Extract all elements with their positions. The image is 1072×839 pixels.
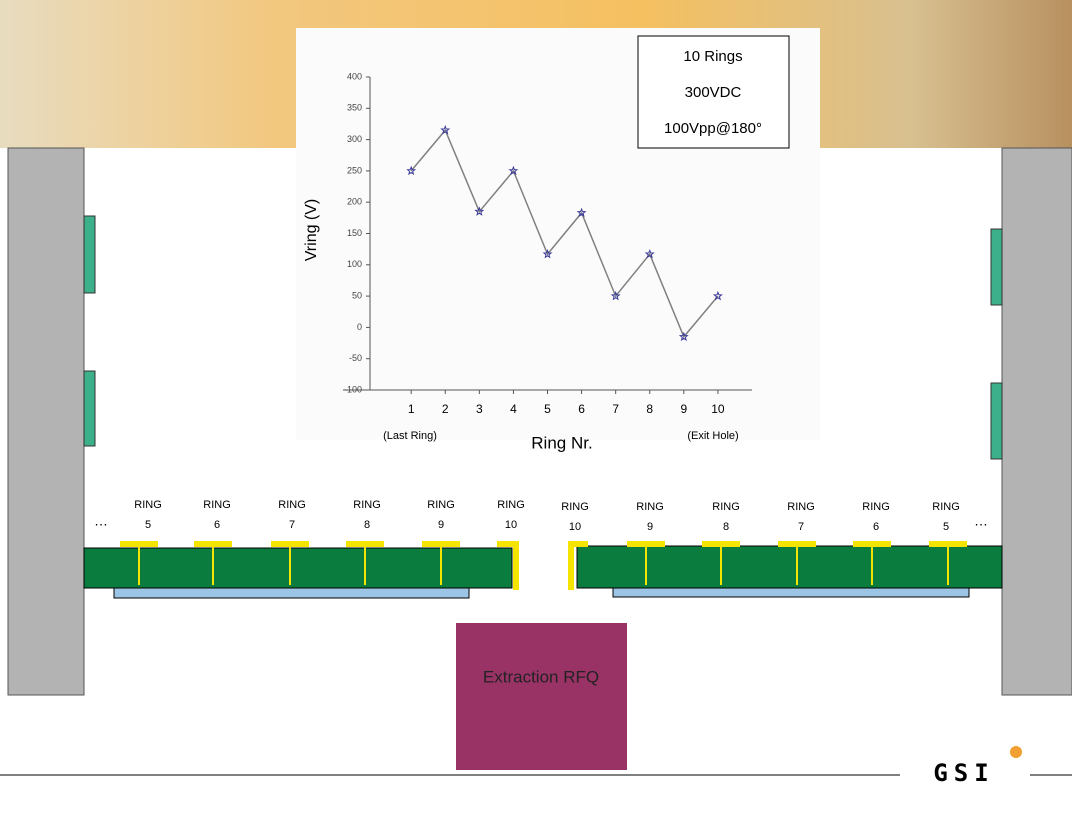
y-tick-label: 100 xyxy=(347,259,362,269)
ring-label: RING xyxy=(862,501,890,513)
marker xyxy=(440,124,451,135)
y-tick-label: 400 xyxy=(347,71,362,81)
ring-number: 8 xyxy=(723,521,729,533)
x-tick-label: 5 xyxy=(544,402,551,416)
ring-tab xyxy=(120,541,158,547)
y-tick-label: 200 xyxy=(347,197,362,207)
x-tick-label: 8 xyxy=(646,402,653,416)
ellipsis: … xyxy=(94,513,108,529)
ring-post xyxy=(568,541,574,590)
ring-number: 9 xyxy=(438,519,444,531)
x-axis-label: Ring Nr. xyxy=(531,433,592,452)
right-beam xyxy=(576,545,1003,589)
left-pad xyxy=(83,215,96,294)
y-tick-label: 350 xyxy=(347,103,362,113)
ring-number: 5 xyxy=(943,521,949,533)
ring-post xyxy=(513,541,519,590)
ring-tab xyxy=(929,541,967,547)
ring-label: RING xyxy=(636,501,664,513)
right-base xyxy=(612,587,970,598)
x-tick-label: 2 xyxy=(442,402,449,416)
ring-label: RING xyxy=(427,499,455,511)
left-beam xyxy=(83,547,513,589)
ring-number: 8 xyxy=(364,519,370,531)
ring-label: RING xyxy=(561,501,589,513)
ring-tab xyxy=(194,541,232,547)
box-text: 10 Rings xyxy=(683,48,742,65)
ring-label: RING xyxy=(353,499,381,511)
ring-tab xyxy=(568,541,588,547)
ring-tab xyxy=(778,541,816,547)
rfq-label: Extraction RFQ xyxy=(483,667,599,686)
ring-tab xyxy=(346,541,384,547)
y-tick-label: 0 xyxy=(357,322,362,332)
ring-tab xyxy=(702,541,740,547)
left-base xyxy=(113,587,470,599)
x-tick-label: 6 xyxy=(578,402,585,416)
ring-number: 6 xyxy=(214,519,220,531)
left-pad xyxy=(83,370,96,447)
left-electrode xyxy=(7,147,85,696)
y-tick-label: -50 xyxy=(349,353,362,363)
y-tick-label: -100 xyxy=(344,384,362,394)
ring-tab xyxy=(627,541,665,547)
ring-label: RING xyxy=(134,499,162,511)
marker xyxy=(576,207,587,218)
marker xyxy=(678,331,689,342)
marker xyxy=(406,165,417,176)
marker xyxy=(610,290,621,301)
annotation-box xyxy=(637,35,790,149)
line xyxy=(410,128,719,339)
x-tick-label: 10 xyxy=(711,402,725,416)
ring-tab xyxy=(422,541,460,547)
ring-number: 7 xyxy=(798,521,804,533)
ring-label: RING xyxy=(932,501,960,513)
right-pad xyxy=(990,228,1003,306)
ring-number: 6 xyxy=(873,521,879,533)
x-tick-label: 7 xyxy=(612,402,619,416)
ring-label: RING xyxy=(787,501,815,513)
marker xyxy=(712,290,723,301)
ring-number: 10 xyxy=(505,519,517,531)
ring-tab xyxy=(853,541,891,547)
right-pad xyxy=(990,382,1003,460)
box-text: 100Vpp@180° xyxy=(664,120,762,137)
ring-tab xyxy=(497,541,519,547)
ring-label: RING xyxy=(497,499,525,511)
ring-number: 7 xyxy=(289,519,295,531)
marker xyxy=(508,165,519,176)
x-tick-label: 4 xyxy=(510,402,517,416)
ring-label: RING xyxy=(712,501,740,513)
ring-number: 9 xyxy=(647,521,653,533)
ring-label: RING xyxy=(278,499,306,511)
logo-dot xyxy=(1010,746,1022,758)
annotation: (Exit Hole) xyxy=(687,430,738,442)
y-tick-label: 50 xyxy=(352,290,362,300)
ring-number: 10 xyxy=(569,521,581,533)
right-electrode xyxy=(1001,147,1072,696)
logo: GSI xyxy=(933,759,994,787)
marker xyxy=(542,248,553,259)
marker xyxy=(474,206,485,216)
x-tick-label: 3 xyxy=(476,402,483,416)
y-tick-label: 150 xyxy=(347,228,362,238)
x-tick-label: 1 xyxy=(408,402,415,416)
ring-label: RING xyxy=(203,499,231,511)
rfq xyxy=(456,623,627,770)
box-text: 300VDC xyxy=(685,84,742,101)
y-axis-label: Vring (V) xyxy=(303,199,320,262)
annotation: (Last Ring) xyxy=(383,430,437,442)
x-tick-label: 9 xyxy=(680,402,687,416)
y-tick-label: 300 xyxy=(347,134,362,144)
y-tick-label: 250 xyxy=(347,165,362,175)
marker xyxy=(644,248,655,259)
ellipsis: … xyxy=(974,513,988,529)
ring-number: 5 xyxy=(145,519,151,531)
ring-tab xyxy=(271,541,309,547)
